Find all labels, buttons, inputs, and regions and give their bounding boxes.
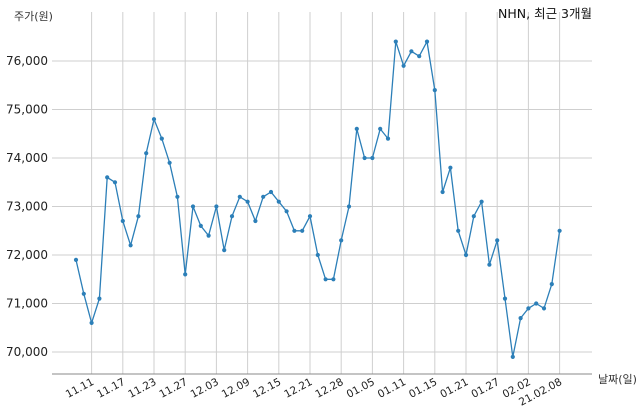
data-point	[237, 194, 242, 199]
data-point	[487, 262, 492, 267]
x-tick-label: 12.03	[189, 376, 221, 401]
data-point	[307, 214, 313, 219]
data-point	[229, 214, 235, 219]
data-point	[502, 296, 508, 301]
data-point	[534, 301, 539, 306]
data-point	[112, 180, 118, 185]
x-tick-label: 01.27	[469, 376, 501, 401]
data-point	[198, 223, 203, 228]
data-point	[495, 238, 500, 243]
x-gridlines	[91, 12, 561, 374]
data-point	[401, 63, 406, 68]
data-point	[323, 277, 328, 282]
data-point	[463, 252, 469, 258]
data-point	[89, 320, 94, 325]
data-point	[526, 306, 531, 311]
data-point	[97, 296, 102, 301]
data-point	[81, 291, 86, 296]
x-tick-label: 01.15	[407, 376, 439, 401]
y-tick-label: 74,000	[6, 151, 48, 165]
x-tick-label: 11.27	[157, 376, 189, 401]
data-point	[448, 165, 453, 170]
data-point	[120, 218, 125, 224]
x-tick-label: 01.05	[345, 376, 377, 401]
data-point	[471, 214, 476, 219]
data-point	[105, 175, 110, 180]
data-point	[159, 136, 164, 141]
data-point	[190, 204, 196, 209]
x-tick-labels: 11.11 11.17 11.23 11.27 12.03 12.09 12.15 12.21…	[64, 376, 564, 409]
x-tick-label: 11.11	[64, 376, 96, 401]
data-point	[409, 49, 414, 54]
x-tick-label: 12.09	[220, 376, 252, 401]
y-axis-label: 주가(원)	[14, 10, 53, 23]
data-point	[136, 214, 141, 219]
x-tick-label: 12.21	[282, 376, 314, 401]
data-point	[378, 126, 383, 131]
price-line	[75, 39, 561, 358]
y-tick-label: 73,000	[6, 200, 48, 214]
data-point	[128, 243, 133, 248]
x-axis-label: 날짜(일)	[598, 372, 637, 386]
price-points	[73, 39, 562, 359]
y-tick-label: 72,000	[6, 248, 48, 262]
data-point	[206, 233, 211, 238]
data-point	[541, 306, 547, 311]
y-tick-labels: 70,000 71,000 72,000 73,000 74,000 75,000 76,0…	[6, 54, 48, 359]
data-point	[339, 238, 344, 243]
data-point	[268, 189, 274, 195]
data-point	[362, 155, 367, 161]
data-point	[253, 218, 258, 224]
y-tick-label: 75,000	[6, 103, 48, 117]
data-point	[549, 282, 554, 287]
data-point	[354, 126, 359, 131]
data-point	[385, 136, 391, 141]
data-point	[557, 228, 562, 233]
x-tick-label: 01.21	[438, 376, 470, 401]
x-tick-label: 01.11	[376, 376, 408, 401]
data-point	[424, 39, 430, 44]
data-point	[518, 316, 523, 321]
data-point	[331, 277, 336, 282]
data-point	[370, 155, 375, 161]
data-point	[222, 248, 227, 253]
data-point	[261, 194, 266, 199]
y-tick-label: 76,000	[6, 54, 48, 68]
data-point	[346, 204, 352, 209]
data-point	[183, 272, 188, 277]
data-point	[214, 204, 219, 209]
data-point	[276, 199, 281, 204]
data-point	[167, 160, 172, 165]
data-point	[432, 88, 437, 93]
data-point	[292, 228, 297, 233]
y-tick-label: 70,000	[6, 345, 48, 359]
data-point	[456, 228, 461, 233]
data-point	[151, 117, 157, 122]
data-point	[510, 354, 515, 359]
data-point	[175, 194, 180, 199]
data-point	[417, 54, 422, 59]
data-point	[300, 228, 305, 233]
y-tick-label: 71,000	[6, 297, 48, 311]
data-point	[393, 39, 398, 44]
data-point	[315, 252, 320, 258]
chart-title: NHN, 최근 3개월	[498, 6, 592, 21]
data-point	[440, 189, 445, 195]
data-point	[144, 151, 149, 156]
x-tick-label: 12.15	[251, 376, 283, 401]
data-point	[73, 257, 79, 262]
data-point	[479, 199, 484, 204]
x-tick-label: 11.23	[126, 376, 158, 401]
data-point	[284, 209, 289, 214]
x-tick-label: 12.28	[313, 376, 345, 401]
y-gridlines	[52, 60, 592, 353]
x-tick-label: 11.17	[95, 376, 127, 401]
data-point	[245, 199, 250, 204]
